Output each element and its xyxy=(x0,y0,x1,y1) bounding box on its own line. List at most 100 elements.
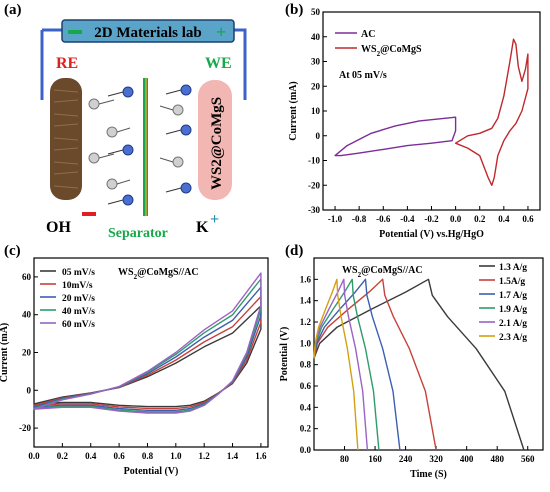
annotation: WS2@CoMgS//AC xyxy=(118,267,199,281)
x-tick-label: -0.8 xyxy=(352,214,367,224)
x-axis-label: Potential (V) vs.Hg/HgO xyxy=(379,229,484,240)
we-label: WE xyxy=(205,55,232,72)
x-axis-label: Potential (V) xyxy=(124,466,179,477)
y-axis-label: Current (mA) xyxy=(0,323,10,383)
lab-title: 2D Materials lab xyxy=(94,25,201,41)
legend-label: 10mV/s xyxy=(62,281,93,291)
y-tick-label: 1.2 xyxy=(300,317,312,327)
lab-plus: + xyxy=(216,22,226,42)
y-tick-label: 10 xyxy=(311,106,321,116)
oh-minus xyxy=(82,212,96,216)
chart-c-panel: (c) 0.0 0.2 0.4 0.6 0.8 1.0 1.2 1.4 1.6 -20 0 20 40 6… xyxy=(0,243,275,487)
y-tick-label: 40 xyxy=(22,310,32,320)
chart-d: 80 160 240 320 400 480 560 0.0 0.2 0.4 0.6 0.8 1.0 1.… xyxy=(279,257,544,480)
legend-label: 60 mV/s xyxy=(62,320,95,330)
legend-label: AC xyxy=(361,29,375,40)
legend-label: 1.3 A/g xyxy=(499,263,527,273)
x-tick-label: -0.4 xyxy=(400,214,415,224)
x-tick-label: 1.2 xyxy=(199,451,211,461)
x-tick-label: -0.2 xyxy=(424,214,439,224)
schematic-panel: (a) + 2D Materials lab RE WE WS2@CoMgS xyxy=(0,0,275,243)
x-tick-label: 0.6 xyxy=(522,214,534,224)
schematic-diagram: + 2D Materials lab RE WE WS2@CoMgS xyxy=(40,19,247,241)
y-tick-label: 40 xyxy=(311,32,321,42)
series-line-2 xyxy=(33,286,262,411)
y-tick-label: 1.4 xyxy=(300,296,312,306)
series-line-2 xyxy=(313,278,401,451)
series-line-3 xyxy=(313,278,380,451)
chart-d-panel: (d) 80 160 240 320 400 480 560 0.0 0.2 0.4 0.6 0.8 1… xyxy=(275,243,550,487)
lab-box xyxy=(61,19,235,43)
legend-label: 1.5A/g xyxy=(499,277,525,287)
k-plus: + xyxy=(210,211,219,228)
x-tick-label: 0.6 xyxy=(113,451,125,461)
x-tick-label: 320 xyxy=(429,454,443,464)
y-tick-label: -30 xyxy=(308,205,320,215)
x-axis-label: Time (S) xyxy=(410,469,447,480)
y-tick-label: 0.4 xyxy=(300,402,312,412)
panel-label-b: (b) xyxy=(285,2,304,18)
chart-b: -1.0 -0.8 -0.6 -0.4 -0.2 0.0 0.2 0.4 0.6 -30 -20 -1… xyxy=(288,7,541,240)
y-tick-label: 0.8 xyxy=(300,360,312,370)
y-tick-label: 0.6 xyxy=(300,381,312,391)
y-tick-label: 30 xyxy=(311,57,321,67)
legend-label: 2.1 A/g xyxy=(499,319,527,329)
x-tick-label: 400 xyxy=(460,454,474,464)
right-electrode-label: WS2@CoMgS xyxy=(209,97,225,190)
x-tick-label: 0.2 xyxy=(57,451,69,461)
x-tick-label: 0.4 xyxy=(85,451,97,461)
legend-label: 1.9 A/g xyxy=(499,305,527,315)
y-tick-label: 1.0 xyxy=(300,338,312,348)
series-line-4 xyxy=(313,278,369,451)
x-tick-label: 160 xyxy=(368,454,382,464)
x-tick-label: -1.0 xyxy=(328,214,343,224)
grey-ions xyxy=(88,98,184,190)
legend-label: 2.3 A/g xyxy=(499,333,527,343)
y-tick-label: 0.0 xyxy=(300,445,312,455)
y-tick-label: 0 xyxy=(316,131,321,141)
lab-minus xyxy=(68,30,82,34)
blue-ions xyxy=(107,84,192,206)
x-tick-label: 0.8 xyxy=(142,451,154,461)
oh-label: OH xyxy=(46,219,71,236)
series-line-5 xyxy=(313,278,359,451)
y-tick-label: 0.2 xyxy=(300,424,312,434)
x-tick-label: 1.4 xyxy=(227,451,239,461)
series-line-1 xyxy=(33,295,262,410)
series-line-4 xyxy=(33,272,262,414)
x-tick-label: 0.2 xyxy=(474,214,486,224)
legend-label: WS2@CoMgS xyxy=(361,44,422,58)
y-axis-label: Current (mA) xyxy=(288,81,299,141)
legend-label: 20 mV/s xyxy=(62,294,95,304)
x-tick-label: 0.4 xyxy=(498,214,510,224)
series-line-1 xyxy=(454,38,529,186)
x-tick-label: 80 xyxy=(340,454,350,464)
x-tick-label: -0.6 xyxy=(376,214,391,224)
y-tick-label: -20 xyxy=(19,423,31,433)
y-tick-label: 50 xyxy=(311,7,321,17)
panel-label-d: (d) xyxy=(285,243,304,259)
series-line-1 xyxy=(313,278,437,451)
x-tick-label: 0.0 xyxy=(450,214,462,224)
x-tick-label: 480 xyxy=(490,454,504,464)
annotation: WS2@CoMgS//AC xyxy=(342,265,423,279)
legend-label: 40 mV/s xyxy=(62,307,95,317)
annotation: At 05 mV/s xyxy=(339,70,387,81)
plot-frame xyxy=(322,11,541,211)
series-line-0 xyxy=(313,278,525,451)
re-label: RE xyxy=(56,55,78,72)
x-tick-label: 1.6 xyxy=(255,451,267,461)
chart-b-panel: (b) -1.0 -0.8 -0.6 -0.4 -0.2 0.0 0.2 0.4 0.6 -30 -… xyxy=(275,0,550,243)
x-tick-label: 240 xyxy=(399,454,413,464)
legend-label: 1.7 A/g xyxy=(499,291,527,301)
y-tick-label: 20 xyxy=(22,348,32,358)
y-tick-label: -10 xyxy=(308,156,320,166)
panel-label-c: (c) xyxy=(4,243,21,259)
right-electrode xyxy=(198,80,232,200)
panel-label-a: (a) xyxy=(4,2,22,18)
y-tick-label: 20 xyxy=(311,81,321,91)
y-tick-label: 1.6 xyxy=(300,274,312,284)
chart-c: 0.0 0.2 0.4 0.6 0.8 1.0 1.2 1.4 1.6 -20 0 20 40 60 Pot… xyxy=(0,257,269,477)
series-line-0 xyxy=(334,116,457,157)
k-label: K xyxy=(196,219,209,236)
